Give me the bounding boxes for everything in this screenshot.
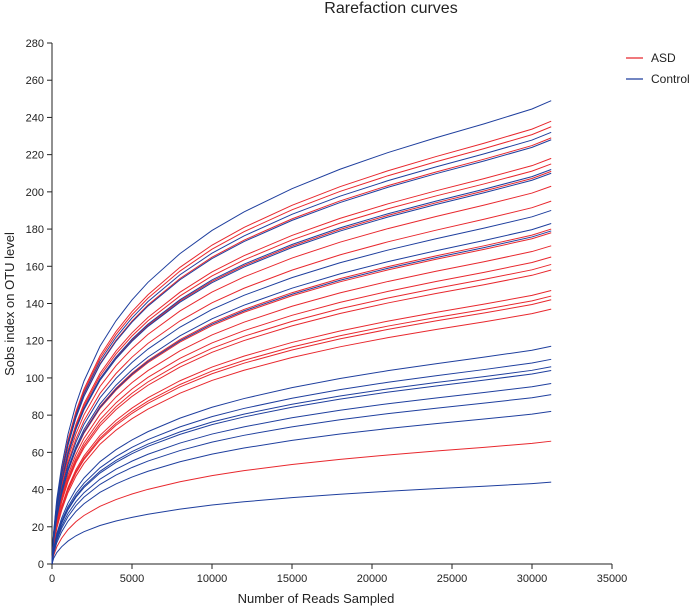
series-line-control: [51, 410, 552, 565]
x-tick-label: 30000: [517, 573, 548, 585]
series-line-asd: [51, 120, 552, 565]
legend-label-asd: ASD: [651, 51, 676, 65]
series-line-asd: [51, 200, 552, 565]
ticks-group: 0 20 40 60 80 100 120 140 160 180 200 220 240 260 280 0…: [26, 38, 628, 585]
series-line-asd: [51, 232, 552, 565]
series-line-control: [51, 209, 552, 565]
y-tick-label: 180: [26, 224, 44, 236]
x-tick-label: 15000: [277, 573, 308, 585]
series-line-asd: [51, 299, 552, 565]
y-tick-label: 100: [26, 373, 44, 385]
x-tick-label: 20000: [357, 573, 388, 585]
series-line-asd: [51, 157, 552, 565]
series-line-control: [51, 230, 552, 565]
x-tick-label: 0: [49, 573, 55, 585]
chart-title: Rarefaction curves: [324, 0, 457, 17]
y-tick-label: 280: [26, 38, 44, 50]
y-tick-label: 40: [32, 485, 44, 497]
y-tick-label: 140: [26, 299, 44, 311]
x-tick-label: 25000: [437, 573, 468, 585]
series-line-control: [51, 358, 552, 565]
x-tick-label: 10000: [197, 573, 228, 585]
x-tick-label: 5000: [120, 573, 144, 585]
y-tick-label: 20: [32, 522, 44, 534]
axes-group: [51, 43, 612, 565]
y-tick-label: 220: [26, 150, 44, 162]
series-line-asd: [51, 163, 552, 565]
series-line-control: [51, 100, 552, 565]
x-axis-title: Number of Reads Sampled: [238, 591, 395, 606]
y-tick-label: 240: [26, 112, 44, 124]
series-line-asd: [51, 289, 552, 565]
series-line-control: [51, 169, 552, 565]
series-group: [51, 100, 552, 565]
series-line-control: [51, 172, 552, 565]
series-line-control: [51, 139, 552, 565]
series-line-asd: [51, 295, 552, 565]
y-tick-label: 80: [32, 410, 44, 422]
series-line-control: [51, 394, 552, 565]
legend: ASD Control: [626, 51, 689, 86]
y-tick-label: 200: [26, 187, 44, 199]
series-line-asd: [51, 256, 552, 565]
y-axis-title: Sobs index on OTU level: [2, 232, 17, 376]
series-line-asd: [51, 263, 552, 565]
series-line-control: [51, 383, 552, 565]
series-line-asd: [51, 269, 552, 565]
x-tick-label: 35000: [597, 573, 628, 585]
y-tick-label: 260: [26, 75, 44, 87]
series-line-control: [51, 345, 552, 565]
series-line-control: [51, 369, 552, 565]
series-line-asd: [51, 185, 552, 565]
series-line-asd: [51, 245, 552, 565]
legend-label-control: Control: [651, 72, 689, 86]
y-tick-label: 0: [38, 559, 44, 571]
y-tick-label: 120: [26, 336, 44, 348]
y-tick-label: 60: [32, 447, 44, 459]
series-line-asd: [51, 308, 552, 565]
y-tick-label: 160: [26, 261, 44, 273]
series-line-control: [51, 481, 552, 565]
series-line-asd: [51, 440, 552, 565]
